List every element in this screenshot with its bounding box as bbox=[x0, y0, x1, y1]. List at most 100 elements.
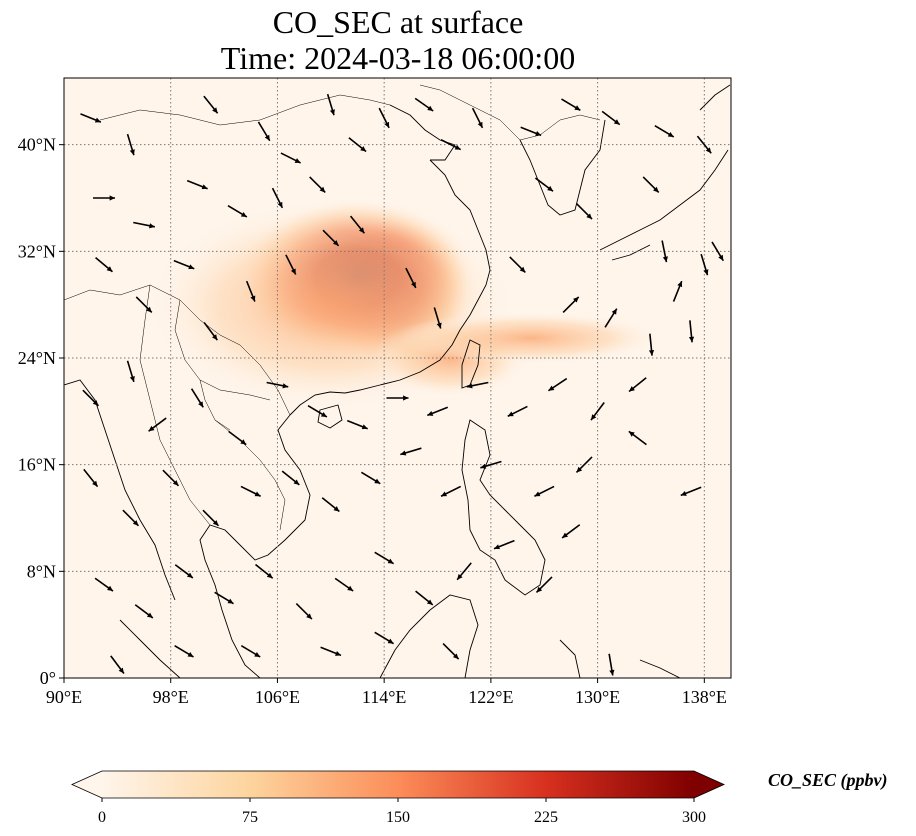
wind-arrow bbox=[520, 126, 542, 137]
wind-arrow bbox=[320, 646, 342, 657]
wind-arrow-head bbox=[562, 532, 569, 538]
wind-arrow bbox=[386, 395, 409, 401]
wind-arrow bbox=[83, 468, 99, 488]
wind-arrow bbox=[80, 113, 102, 123]
wind-arrow-head bbox=[427, 105, 434, 111]
wind-arrow bbox=[378, 107, 390, 129]
wind-arrow-head bbox=[457, 573, 463, 580]
wind-arrow bbox=[547, 377, 568, 392]
colorbar-tick-label: 150 bbox=[386, 809, 410, 826]
wind-arrow bbox=[608, 653, 615, 676]
wind-arrow bbox=[400, 447, 422, 456]
wind-arrow-head bbox=[172, 480, 179, 486]
wind-arrow-head bbox=[333, 506, 340, 512]
wind-arrow bbox=[122, 509, 140, 527]
wind-arrow-head bbox=[477, 121, 483, 128]
wind-arrow-head bbox=[441, 491, 448, 497]
lat-tick-label: 40°N bbox=[18, 135, 56, 155]
coastline-indochina bbox=[199, 414, 311, 678]
coastline-bohai bbox=[389, 104, 456, 161]
wind-arrow bbox=[711, 241, 725, 262]
wind-arrow bbox=[440, 139, 462, 151]
wind-arrow bbox=[214, 591, 234, 605]
wind-arrow bbox=[604, 308, 618, 328]
wind-arrow-head bbox=[494, 544, 500, 550]
wind-arrow bbox=[280, 152, 301, 164]
wind-arrow bbox=[562, 296, 580, 314]
wind-arrow-head bbox=[576, 466, 583, 473]
wind-arrow-head bbox=[335, 650, 342, 656]
wind-arrow bbox=[255, 563, 274, 579]
wind-arrow-head bbox=[507, 411, 514, 417]
wind-arrow bbox=[590, 402, 605, 421]
latitude-axis: 0° 8°N 16°N 24°N 32°N 40°N bbox=[18, 135, 64, 688]
wind-arrow-head bbox=[187, 651, 194, 657]
wind-arrow bbox=[148, 417, 167, 432]
wind-arrow-head bbox=[427, 410, 434, 416]
wind-arrow-head bbox=[452, 653, 459, 660]
wind-arrow bbox=[654, 124, 675, 138]
wind-arrow-head bbox=[680, 490, 687, 496]
wind-arrow bbox=[162, 469, 180, 487]
wind-arrow-head bbox=[293, 479, 300, 485]
wind-arrow bbox=[334, 577, 354, 592]
map-title: CO_SEC at surface bbox=[272, 4, 524, 40]
wind-arrow bbox=[190, 388, 204, 408]
coastline-sumatra bbox=[119, 619, 181, 678]
wind-arrow-head bbox=[374, 478, 381, 484]
lon-tick-label: 122°E bbox=[468, 687, 513, 707]
wind-vectors bbox=[80, 93, 725, 676]
wind-arrow-head bbox=[148, 425, 155, 432]
longitude-axis: 90°E 98°E 106°E 114°E 122°E 130°E 138°E bbox=[46, 678, 727, 707]
wind-arrow bbox=[321, 497, 340, 513]
wind-arrow-head bbox=[107, 585, 113, 592]
wind-arrow bbox=[95, 257, 113, 273]
wind-arrow-head bbox=[667, 131, 674, 137]
wind-arrow-head bbox=[254, 651, 261, 657]
wind-arrow bbox=[285, 254, 297, 275]
wind-arrow-head bbox=[403, 395, 409, 401]
map-subtitle-time: Time: 2024-03-18 06:00:00 bbox=[220, 40, 576, 76]
wind-arrow-head bbox=[129, 375, 135, 382]
wind-arrow-head bbox=[648, 349, 655, 356]
wind-arrow-head bbox=[547, 185, 554, 192]
colorbar-extend-low bbox=[72, 771, 102, 798]
wind-arrow-head bbox=[536, 586, 543, 593]
wind-arrow bbox=[271, 187, 284, 209]
wind-arrow bbox=[374, 551, 395, 565]
coastline-philippines bbox=[461, 419, 546, 596]
wind-arrow bbox=[507, 405, 528, 417]
wind-arrow-head bbox=[319, 186, 326, 193]
colorbar-tick-label: 300 bbox=[682, 809, 706, 826]
colorbar: 0 75 150 225 300 bbox=[71, 770, 725, 826]
wind-arrow-head bbox=[106, 266, 113, 272]
wind-arrow bbox=[245, 280, 256, 302]
wind-arrow-head bbox=[94, 117, 101, 123]
wind-arrow-head bbox=[358, 227, 365, 234]
wind-arrow-head bbox=[306, 613, 312, 620]
wind-arrow bbox=[228, 430, 247, 446]
country-borders bbox=[64, 84, 601, 531]
lat-tick-label: 8°N bbox=[27, 561, 56, 581]
wind-arrow bbox=[672, 280, 683, 302]
wind-arrow-head bbox=[653, 186, 659, 193]
wind-arrow-head bbox=[574, 105, 581, 111]
wind-arrow-head bbox=[329, 109, 335, 116]
wind-arrow-head bbox=[347, 585, 354, 591]
wind-arrow-head bbox=[201, 184, 208, 190]
wind-arrow-head bbox=[535, 130, 542, 136]
wind-arrow bbox=[326, 93, 335, 116]
lon-tick-label: 138°E bbox=[682, 687, 727, 707]
wind-arrow bbox=[405, 267, 417, 289]
wind-arrow bbox=[135, 296, 153, 314]
coastlines bbox=[64, 84, 731, 678]
wind-arrow-head bbox=[282, 383, 289, 389]
coastline-korea bbox=[519, 119, 606, 216]
wind-arrow-head bbox=[118, 667, 124, 674]
wind-arrow bbox=[628, 430, 647, 446]
wind-arrow bbox=[414, 97, 434, 112]
wind-arrow bbox=[240, 644, 261, 658]
wind-arrow bbox=[493, 539, 515, 550]
wind-arrow-head bbox=[132, 520, 139, 526]
wind-arrow-head bbox=[294, 158, 301, 163]
